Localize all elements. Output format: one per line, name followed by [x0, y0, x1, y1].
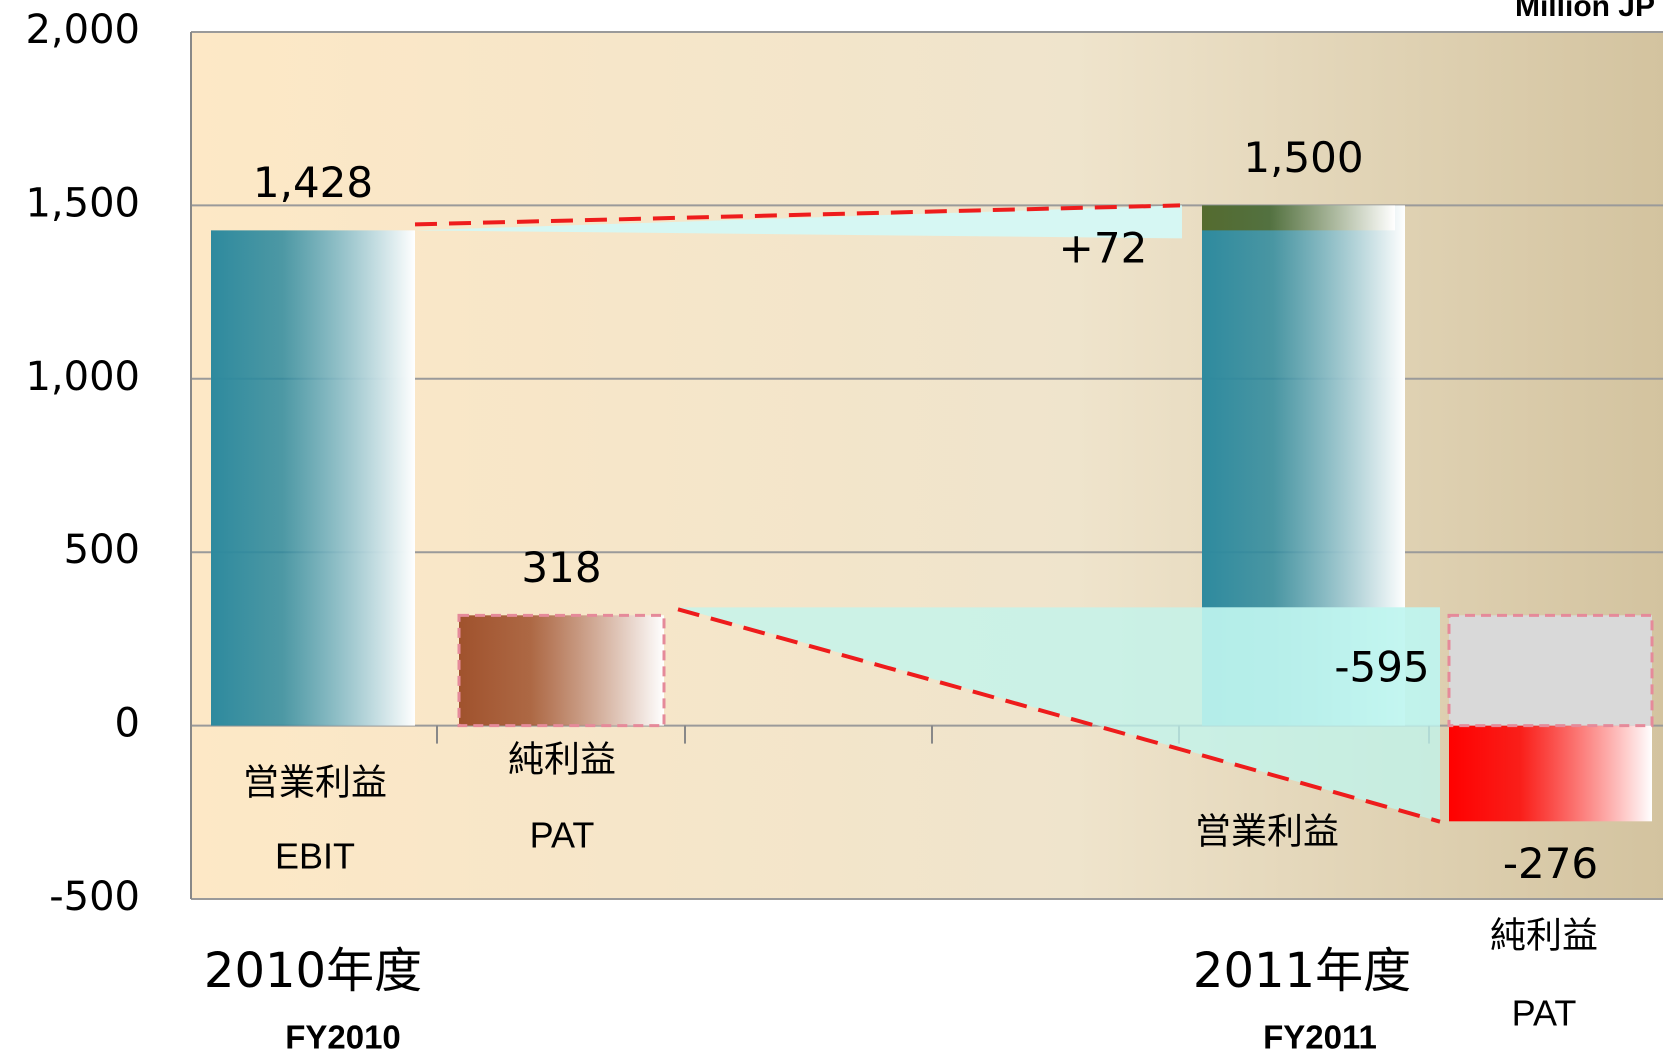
- delta-band: [415, 205, 1182, 239]
- bar: [211, 230, 415, 726]
- y-tick-label: 500: [64, 527, 140, 573]
- y-tick-label: 1,000: [25, 354, 140, 400]
- ghost-box: [1447, 613, 1654, 728]
- group-sublabel: FY2011: [1263, 1019, 1377, 1056]
- y-tick-label: 1,500: [25, 180, 140, 226]
- category-label: 営業利益: [243, 762, 387, 803]
- bar-outline: [457, 613, 666, 728]
- unit-label: Million JP: [1515, 0, 1655, 23]
- connector: [677, 607, 1441, 824]
- value-label: 1,428: [253, 158, 373, 207]
- category-sublabel: PAT: [530, 815, 595, 856]
- y-tick-label: 2,000: [25, 7, 140, 53]
- delta-label: -595: [1334, 643, 1429, 692]
- category-sublabel: EBIT: [275, 836, 355, 877]
- group-sublabel: FY2010: [285, 1019, 401, 1056]
- bar: [459, 615, 664, 726]
- category-label: 純利益: [1490, 915, 1598, 956]
- bar: [1449, 725, 1652, 822]
- category-label: 純利益: [508, 739, 616, 780]
- group-label: 2010年度: [204, 943, 422, 999]
- y-tick-label: -500: [49, 874, 140, 920]
- value-label: 1,500: [1243, 133, 1363, 182]
- value-label: -276: [1503, 839, 1598, 888]
- group-label: 2011年度: [1193, 943, 1411, 999]
- connector: [414, 203, 1181, 227]
- delta-band-fill: [1202, 607, 1440, 726]
- value-label: 318: [521, 543, 601, 592]
- delta-bar: [1202, 205, 1395, 231]
- category-sublabel: PAT: [1512, 993, 1577, 1034]
- delta-label: +72: [1059, 224, 1148, 273]
- category-label: 営業利益: [1195, 811, 1339, 852]
- y-tick-label: 0: [115, 701, 140, 747]
